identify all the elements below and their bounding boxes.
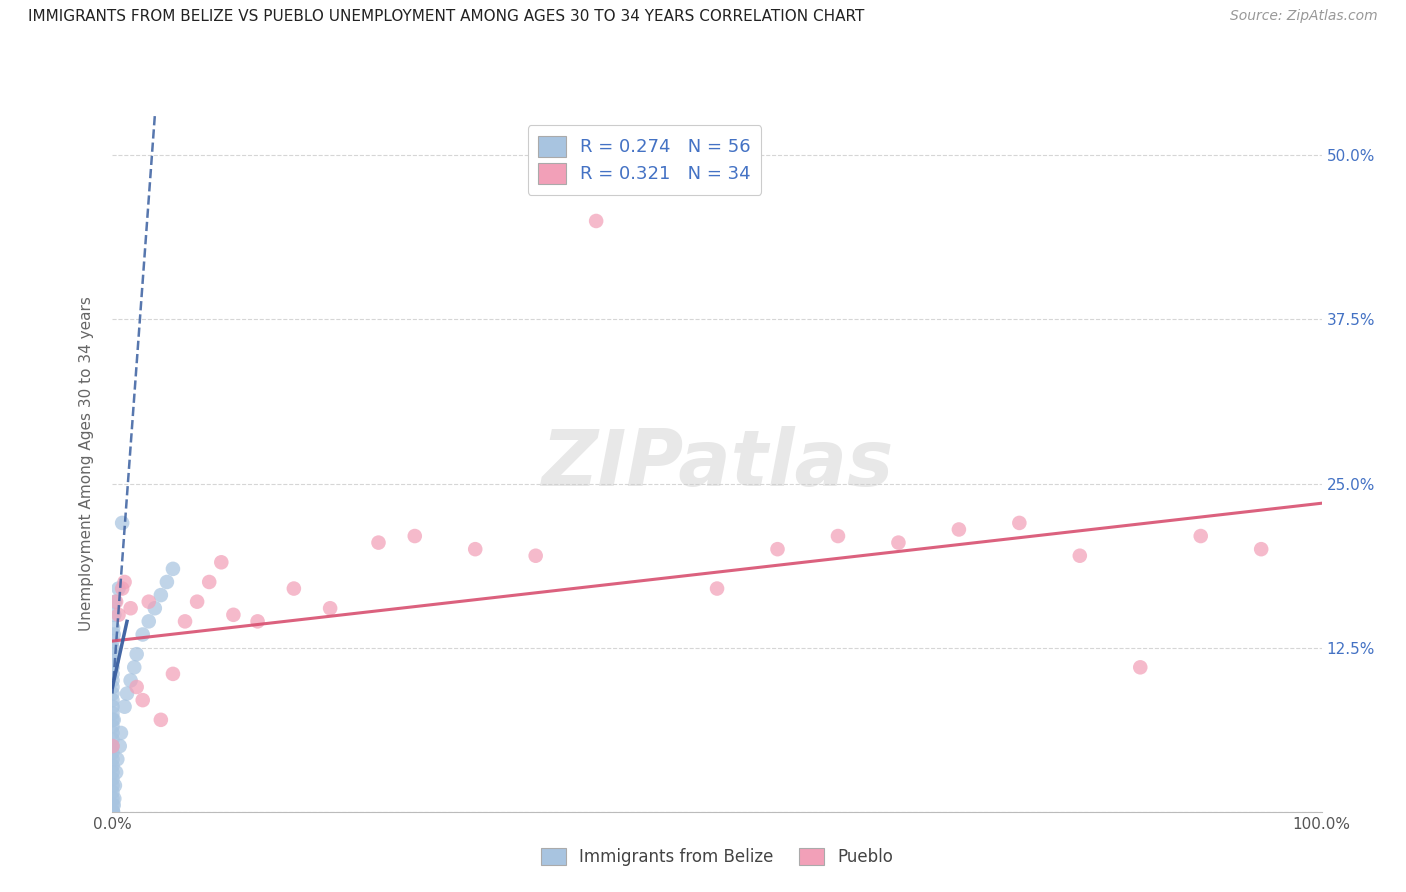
- Point: [104, 779, 127, 793]
- Legend: Immigrants from Belize, Pueblo: Immigrants from Belize, Pueblo: [534, 841, 900, 873]
- Point: [105, 765, 128, 780]
- Point: [103, 627, 125, 641]
- Point: [101, 621, 124, 635]
- Point: [101, 765, 124, 780]
- Point: [114, 574, 136, 589]
- Point: [887, 535, 910, 549]
- Point: [120, 601, 142, 615]
- Point: [104, 595, 127, 609]
- Point: [101, 758, 124, 772]
- Point: [101, 805, 124, 819]
- Point: [101, 647, 124, 661]
- Text: Source: ZipAtlas.com: Source: ZipAtlas.com: [1230, 9, 1378, 23]
- Point: [103, 713, 125, 727]
- Point: [101, 726, 124, 740]
- Point: [101, 739, 124, 753]
- Point: [101, 640, 124, 655]
- Point: [101, 805, 124, 819]
- Point: [149, 713, 172, 727]
- Point: [948, 523, 970, 537]
- Point: [101, 805, 124, 819]
- Point: [101, 805, 124, 819]
- Point: [103, 607, 125, 622]
- Point: [101, 752, 124, 766]
- Point: [108, 739, 131, 753]
- Point: [125, 680, 148, 694]
- Point: [186, 595, 208, 609]
- Point: [198, 574, 221, 589]
- Point: [111, 582, 134, 596]
- Point: [101, 660, 124, 674]
- Point: [162, 562, 184, 576]
- Point: [101, 779, 124, 793]
- Point: [101, 772, 124, 786]
- Point: [115, 687, 138, 701]
- Point: [103, 791, 125, 805]
- Point: [101, 791, 124, 805]
- Point: [209, 555, 232, 569]
- Point: [101, 693, 124, 707]
- Point: [125, 647, 148, 661]
- Point: [122, 660, 145, 674]
- Point: [111, 516, 134, 530]
- Point: [138, 595, 160, 609]
- Point: [105, 752, 128, 766]
- Point: [162, 666, 184, 681]
- Point: [105, 595, 128, 609]
- Point: [101, 739, 124, 753]
- Point: [138, 615, 160, 629]
- Point: [101, 713, 124, 727]
- Point: [222, 607, 245, 622]
- Point: [114, 699, 136, 714]
- Point: [101, 785, 124, 799]
- Point: [1189, 529, 1212, 543]
- Point: [103, 798, 125, 813]
- Point: [174, 615, 197, 629]
- Point: [706, 582, 728, 596]
- Text: ZIPatlas: ZIPatlas: [541, 425, 893, 502]
- Point: [101, 634, 124, 648]
- Point: [101, 673, 124, 688]
- Point: [524, 549, 547, 563]
- Point: [101, 706, 124, 721]
- Point: [107, 582, 129, 596]
- Point: [101, 654, 124, 668]
- Point: [246, 615, 269, 629]
- Point: [107, 607, 129, 622]
- Point: [367, 535, 389, 549]
- Text: IMMIGRANTS FROM BELIZE VS PUEBLO UNEMPLOYMENT AMONG AGES 30 TO 34 YEARS CORRELAT: IMMIGRANTS FROM BELIZE VS PUEBLO UNEMPLO…: [28, 9, 865, 24]
- Point: [101, 719, 124, 733]
- Point: [1008, 516, 1031, 530]
- Point: [404, 529, 426, 543]
- Point: [585, 214, 607, 228]
- Point: [464, 542, 486, 557]
- Y-axis label: Unemployment Among Ages 30 to 34 years: Unemployment Among Ages 30 to 34 years: [79, 296, 94, 632]
- Point: [827, 529, 849, 543]
- Point: [766, 542, 789, 557]
- Point: [101, 746, 124, 760]
- Point: [101, 680, 124, 694]
- Point: [132, 627, 155, 641]
- Point: [110, 726, 132, 740]
- Point: [101, 805, 124, 819]
- Point: [283, 582, 305, 596]
- Point: [101, 732, 124, 747]
- Point: [132, 693, 155, 707]
- Point: [1250, 542, 1272, 557]
- Point: [1069, 549, 1091, 563]
- Point: [143, 601, 166, 615]
- Point: [1129, 660, 1152, 674]
- Point: [101, 687, 124, 701]
- Point: [101, 666, 124, 681]
- Point: [319, 601, 342, 615]
- Point: [101, 699, 124, 714]
- Point: [156, 574, 179, 589]
- Point: [149, 588, 172, 602]
- Point: [120, 673, 142, 688]
- Point: [101, 798, 124, 813]
